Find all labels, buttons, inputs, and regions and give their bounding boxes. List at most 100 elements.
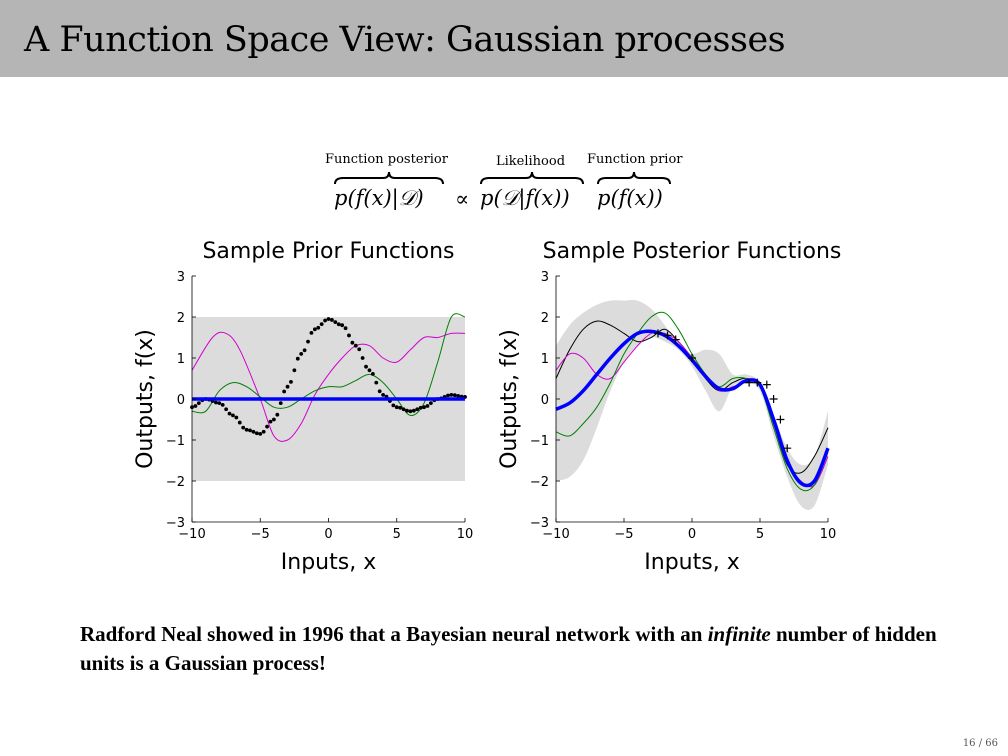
chart-title-2: Sample Posterior Functions	[543, 239, 842, 264]
series-1-3-dot	[272, 417, 276, 422]
series-1-3-dot	[428, 401, 433, 405]
x-tick-label: 0	[688, 527, 696, 542]
posterior-brace	[334, 171, 444, 185]
data-point-2-9	[776, 415, 785, 424]
series-1-3-dot	[446, 393, 450, 398]
series-1-3-dot	[268, 419, 273, 424]
series-1-3-dot	[347, 333, 351, 338]
series-1-3-dot	[261, 429, 266, 434]
series-1-3-dot	[452, 393, 457, 398]
series-1-3-dot	[330, 318, 334, 322]
data-point-2-4	[688, 354, 696, 362]
series-2-3	[555, 311, 829, 492]
x-tick-label: −10	[542, 527, 569, 542]
series-1-3-dot	[265, 424, 269, 429]
y-axis-label-2: Outputs, f(x)	[497, 329, 522, 469]
series-1-3-dot	[282, 389, 287, 394]
prior-term: p(f(x))	[597, 186, 663, 210]
likelihood-label: Likelihood	[496, 154, 566, 169]
caption-text-2: number of hidden units is a Gaussian pro…	[80, 622, 937, 675]
series-1-3-dot	[323, 318, 327, 323]
series-1-3-dot	[241, 425, 246, 430]
x-axis-label-2: Inputs, x	[644, 550, 739, 575]
series-1-3-dot	[319, 322, 324, 327]
likelihood-brace	[480, 171, 584, 185]
prior-label: Function prior	[587, 152, 683, 167]
series-1-3-dot	[391, 403, 396, 408]
y-axis-label-1: Outputs, f(x)	[133, 329, 158, 469]
series-1-3-dot	[364, 364, 368, 369]
data-point-2-10	[783, 444, 792, 453]
series-1-3-dot	[422, 405, 426, 410]
title-bar: A Function Space View: Gaussian processe…	[0, 0, 1008, 77]
series-1-3-dot	[193, 404, 198, 408]
chart-title-1: Sample Prior Functions	[202, 239, 454, 264]
data-point-2-6	[753, 378, 762, 387]
series-1-3-dot	[248, 428, 252, 433]
y-tick-label: 1	[541, 352, 549, 367]
series-1-3-dot	[405, 408, 409, 413]
series-1-3-dot	[312, 327, 317, 332]
x-tick-label: −10	[178, 527, 205, 542]
series-1-3-dot	[367, 368, 372, 373]
series-1-3-dot	[353, 343, 358, 348]
x-tick-label: 10	[457, 527, 474, 542]
x-tick-label: 0	[324, 527, 332, 542]
series-1-3-dot	[217, 401, 222, 405]
series-1-3-dot	[360, 356, 365, 360]
series-1-3-dot	[289, 379, 293, 384]
y-tick-label: −2	[166, 475, 185, 490]
series-1-3-dot	[295, 356, 300, 361]
data-point-2-5	[745, 378, 754, 387]
posterior-label: Function posterior	[325, 152, 448, 167]
y-tick-label: −3	[530, 516, 549, 531]
prior-brace	[597, 171, 671, 185]
y-tick-label: 2	[177, 311, 185, 326]
data-point-2-3	[671, 335, 680, 344]
series-1-3-dot	[350, 340, 355, 345]
y-tick-label: 1	[177, 352, 185, 367]
series-1-3-dot	[306, 339, 310, 344]
proportional-symbol: ∝	[455, 187, 470, 211]
series-1-3-dot	[343, 326, 348, 331]
posterior-term: p(f(x)|𝒟)	[334, 186, 424, 210]
y-tick-label: −2	[530, 475, 549, 490]
x-tick-label: 5	[393, 527, 401, 542]
series-1-3-dot	[258, 431, 263, 436]
page-number: 16 / 66	[962, 738, 998, 749]
series-1-3-dot	[336, 322, 341, 327]
caption: Radford Neal showed in 1996 that a Bayes…	[80, 620, 940, 678]
y-tick-label: −1	[166, 434, 185, 449]
y-tick-label: 2	[541, 311, 549, 326]
series-1-3-dot	[234, 415, 239, 420]
series-1-3-dot	[244, 427, 249, 432]
data-point-2-8	[769, 395, 778, 403]
data-point-2-7	[762, 380, 771, 389]
series-1-3-dot	[401, 407, 406, 412]
x-axis-label-1: Inputs, x	[281, 550, 376, 575]
series-1-3-dot	[456, 394, 461, 398]
series-1-3-dot	[357, 347, 362, 352]
series-1-3-dot	[316, 325, 321, 330]
series-1-3-dot	[326, 317, 331, 321]
series-1-1	[191, 331, 466, 442]
y-tick-label: −1	[530, 434, 549, 449]
confidence-band-2	[556, 299, 828, 510]
series-1-3-dot	[381, 393, 385, 397]
series-1-3-dot	[340, 323, 345, 328]
x-tick-label: 10	[820, 527, 837, 542]
series-1-3-dot	[278, 401, 283, 405]
series-1-3-dot	[408, 409, 413, 414]
slide-title: A Function Space View: Gaussian processe…	[24, 20, 786, 60]
series-1-3-dot	[275, 412, 280, 417]
series-1-3-dot	[309, 331, 314, 335]
series-1-3-dot	[254, 431, 259, 436]
series-1-3-dot	[425, 404, 430, 408]
series-1-3-dot	[398, 405, 403, 410]
series-1-3-dot	[333, 320, 338, 325]
series-1-3-dot	[302, 348, 307, 353]
series-1-3-dot	[224, 407, 229, 412]
series-1-3-dot	[231, 413, 235, 418]
series-1-3-dot	[418, 405, 423, 410]
